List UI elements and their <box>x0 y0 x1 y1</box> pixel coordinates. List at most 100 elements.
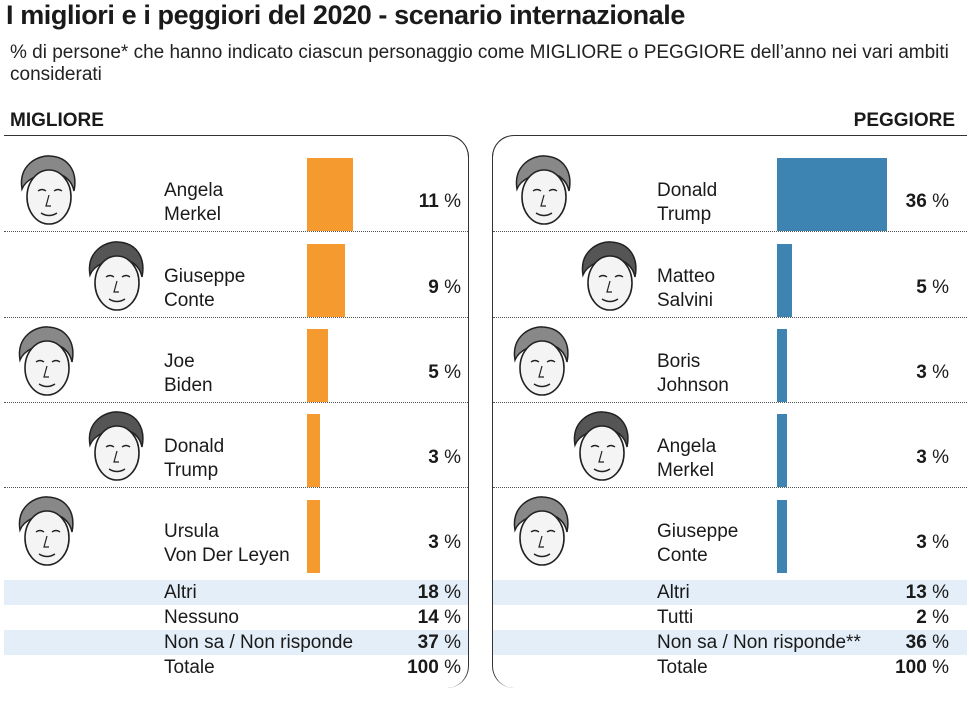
worst-portrait-icon <box>515 155 571 225</box>
best-row: Joe Biden 5 % <box>4 318 468 403</box>
best-footer-value: 14 % <box>418 605 461 630</box>
best-footer-number: 18 <box>417 582 439 603</box>
best-percent-label: 11 % <box>419 191 461 213</box>
best-footer-unit: % <box>444 582 461 603</box>
best-percent-label: 3 % <box>428 532 461 554</box>
worst-row: Donald Trump 36 % <box>493 147 967 232</box>
best-person-name: Giuseppe Conte <box>164 265 245 313</box>
best-person-name: Joe Biden <box>164 350 213 398</box>
worst-footer-unit: % <box>932 632 949 653</box>
best-name-line1: Donald <box>164 436 225 457</box>
best-row: Giuseppe Conte 9 % <box>4 233 468 318</box>
worst-percent-value: 3 <box>916 447 927 468</box>
worst-footer-value: 100 % <box>895 655 949 680</box>
worst-portrait-icon <box>573 411 629 481</box>
worst-name-line1: Giuseppe <box>657 521 739 542</box>
best-footer-row: Totale 100 % <box>4 655 468 680</box>
worst-row: Giuseppe Conte 3 % <box>493 488 967 573</box>
worst-percent-unit: % <box>932 277 949 298</box>
best-bar <box>307 414 320 487</box>
best-bar <box>307 329 328 402</box>
best-name-line1: Angela <box>164 180 224 201</box>
best-percent-unit: % <box>444 447 461 468</box>
worst-footer-number: 13 <box>905 582 927 603</box>
best-footer-unit: % <box>444 607 461 628</box>
best-footer-unit: % <box>444 657 461 678</box>
best-name-line2: Von Der Leyen <box>164 545 290 566</box>
best-percent-unit: % <box>444 191 461 212</box>
best-panel: Angela Merkel 11 % Giuseppe Conte 9 % Joe Biden… <box>4 135 469 688</box>
best-percent-label: 3 % <box>428 447 461 469</box>
worst-person-name: Angela Merkel <box>657 435 716 483</box>
best-percent-unit: % <box>444 362 461 383</box>
best-bar <box>307 244 345 317</box>
best-name-line2: Merkel <box>164 204 222 225</box>
best-footer-row: Non sa / Non risponde 37 % <box>4 630 468 655</box>
worst-portrait-icon <box>581 241 637 311</box>
worst-percent-value: 5 <box>916 277 927 298</box>
worst-footer-label: Tutti <box>657 607 694 628</box>
worst-footer-unit: % <box>932 607 949 628</box>
worst-row: Boris Johnson 3 % <box>493 318 967 403</box>
worst-percent-label: 3 % <box>916 532 949 554</box>
worst-percent-unit: % <box>932 191 949 212</box>
worst-footer-unit: % <box>932 657 949 678</box>
worst-footer-row: Tutti 2 % <box>493 605 967 630</box>
worst-footer-row: Non sa / Non risponde** 36 % <box>493 630 967 655</box>
worst-percent-value: 3 <box>916 362 927 383</box>
worst-percent-label: 5 % <box>916 277 949 299</box>
best-person-name: Angela Merkel <box>164 179 223 227</box>
worst-name-line1: Donald <box>657 180 718 201</box>
worst-person-name: Boris Johnson <box>657 350 729 398</box>
best-name-line1: Joe <box>164 351 195 372</box>
worst-percent-label: 3 % <box>916 362 949 384</box>
worst-section-label: PEGGIORE <box>853 110 955 131</box>
best-section-label: MIGLIORE <box>10 110 104 131</box>
best-footer-row: Altri 18 % <box>4 580 468 605</box>
worst-bar <box>777 414 787 487</box>
worst-footer-row: Altri 13 % <box>493 580 967 605</box>
best-portrait-icon <box>88 241 144 311</box>
worst-percent-label: 36 % <box>906 191 949 213</box>
worst-name-line2: Johnson <box>657 375 729 396</box>
worst-footer-unit: % <box>932 582 949 603</box>
chart-title: I migliori e i peggiori del 2020 - scena… <box>6 0 685 30</box>
best-percent-value: 9 <box>428 277 439 298</box>
worst-bar <box>777 329 787 402</box>
best-footer-unit: % <box>444 632 461 653</box>
best-footer-value: 37 % <box>418 630 461 655</box>
best-portrait-icon <box>18 326 74 396</box>
worst-name-line1: Boris <box>657 351 701 372</box>
best-row: Donald Trump 3 % <box>4 403 468 488</box>
best-footer-value: 18 % <box>418 580 461 605</box>
worst-footer-value: 36 % <box>906 630 949 655</box>
best-footer-number: 37 <box>417 632 439 653</box>
worst-person-name: Donald Trump <box>657 179 717 227</box>
best-portrait-icon <box>88 411 144 481</box>
worst-name-line2: Salvini <box>657 290 713 311</box>
worst-panel: Donald Trump 36 % Matteo Salvini 5 % Boris John… <box>492 135 967 688</box>
worst-name-line2: Merkel <box>657 460 715 481</box>
chart-subtitle: % di persone* che hanno indicato ciascun… <box>10 42 949 85</box>
worst-bar <box>777 244 793 317</box>
best-name-line1: Giuseppe <box>164 266 246 287</box>
worst-bar <box>777 158 887 231</box>
worst-name-line2: Conte <box>657 545 708 566</box>
worst-footer-value: 13 % <box>906 580 949 605</box>
best-portrait-icon <box>20 155 76 225</box>
best-footer-label: Non sa / Non risponde <box>164 632 354 653</box>
best-person-name: Donald Trump <box>164 435 224 483</box>
best-footer-number: 100 <box>407 657 439 678</box>
worst-footer-number: 100 <box>895 657 927 678</box>
worst-name-line1: Angela <box>657 436 717 457</box>
worst-percent-unit: % <box>932 362 949 383</box>
best-footer-number: 14 <box>417 607 439 628</box>
worst-percent-value: 3 <box>916 532 927 553</box>
best-bar <box>307 158 354 231</box>
worst-percent-label: 3 % <box>916 447 949 469</box>
best-row: Angela Merkel 11 % <box>4 147 468 232</box>
best-percent-label: 9 % <box>428 277 461 299</box>
worst-footer-label: Totale <box>657 657 708 678</box>
worst-bar <box>777 500 787 573</box>
best-name-line2: Trump <box>164 460 219 481</box>
